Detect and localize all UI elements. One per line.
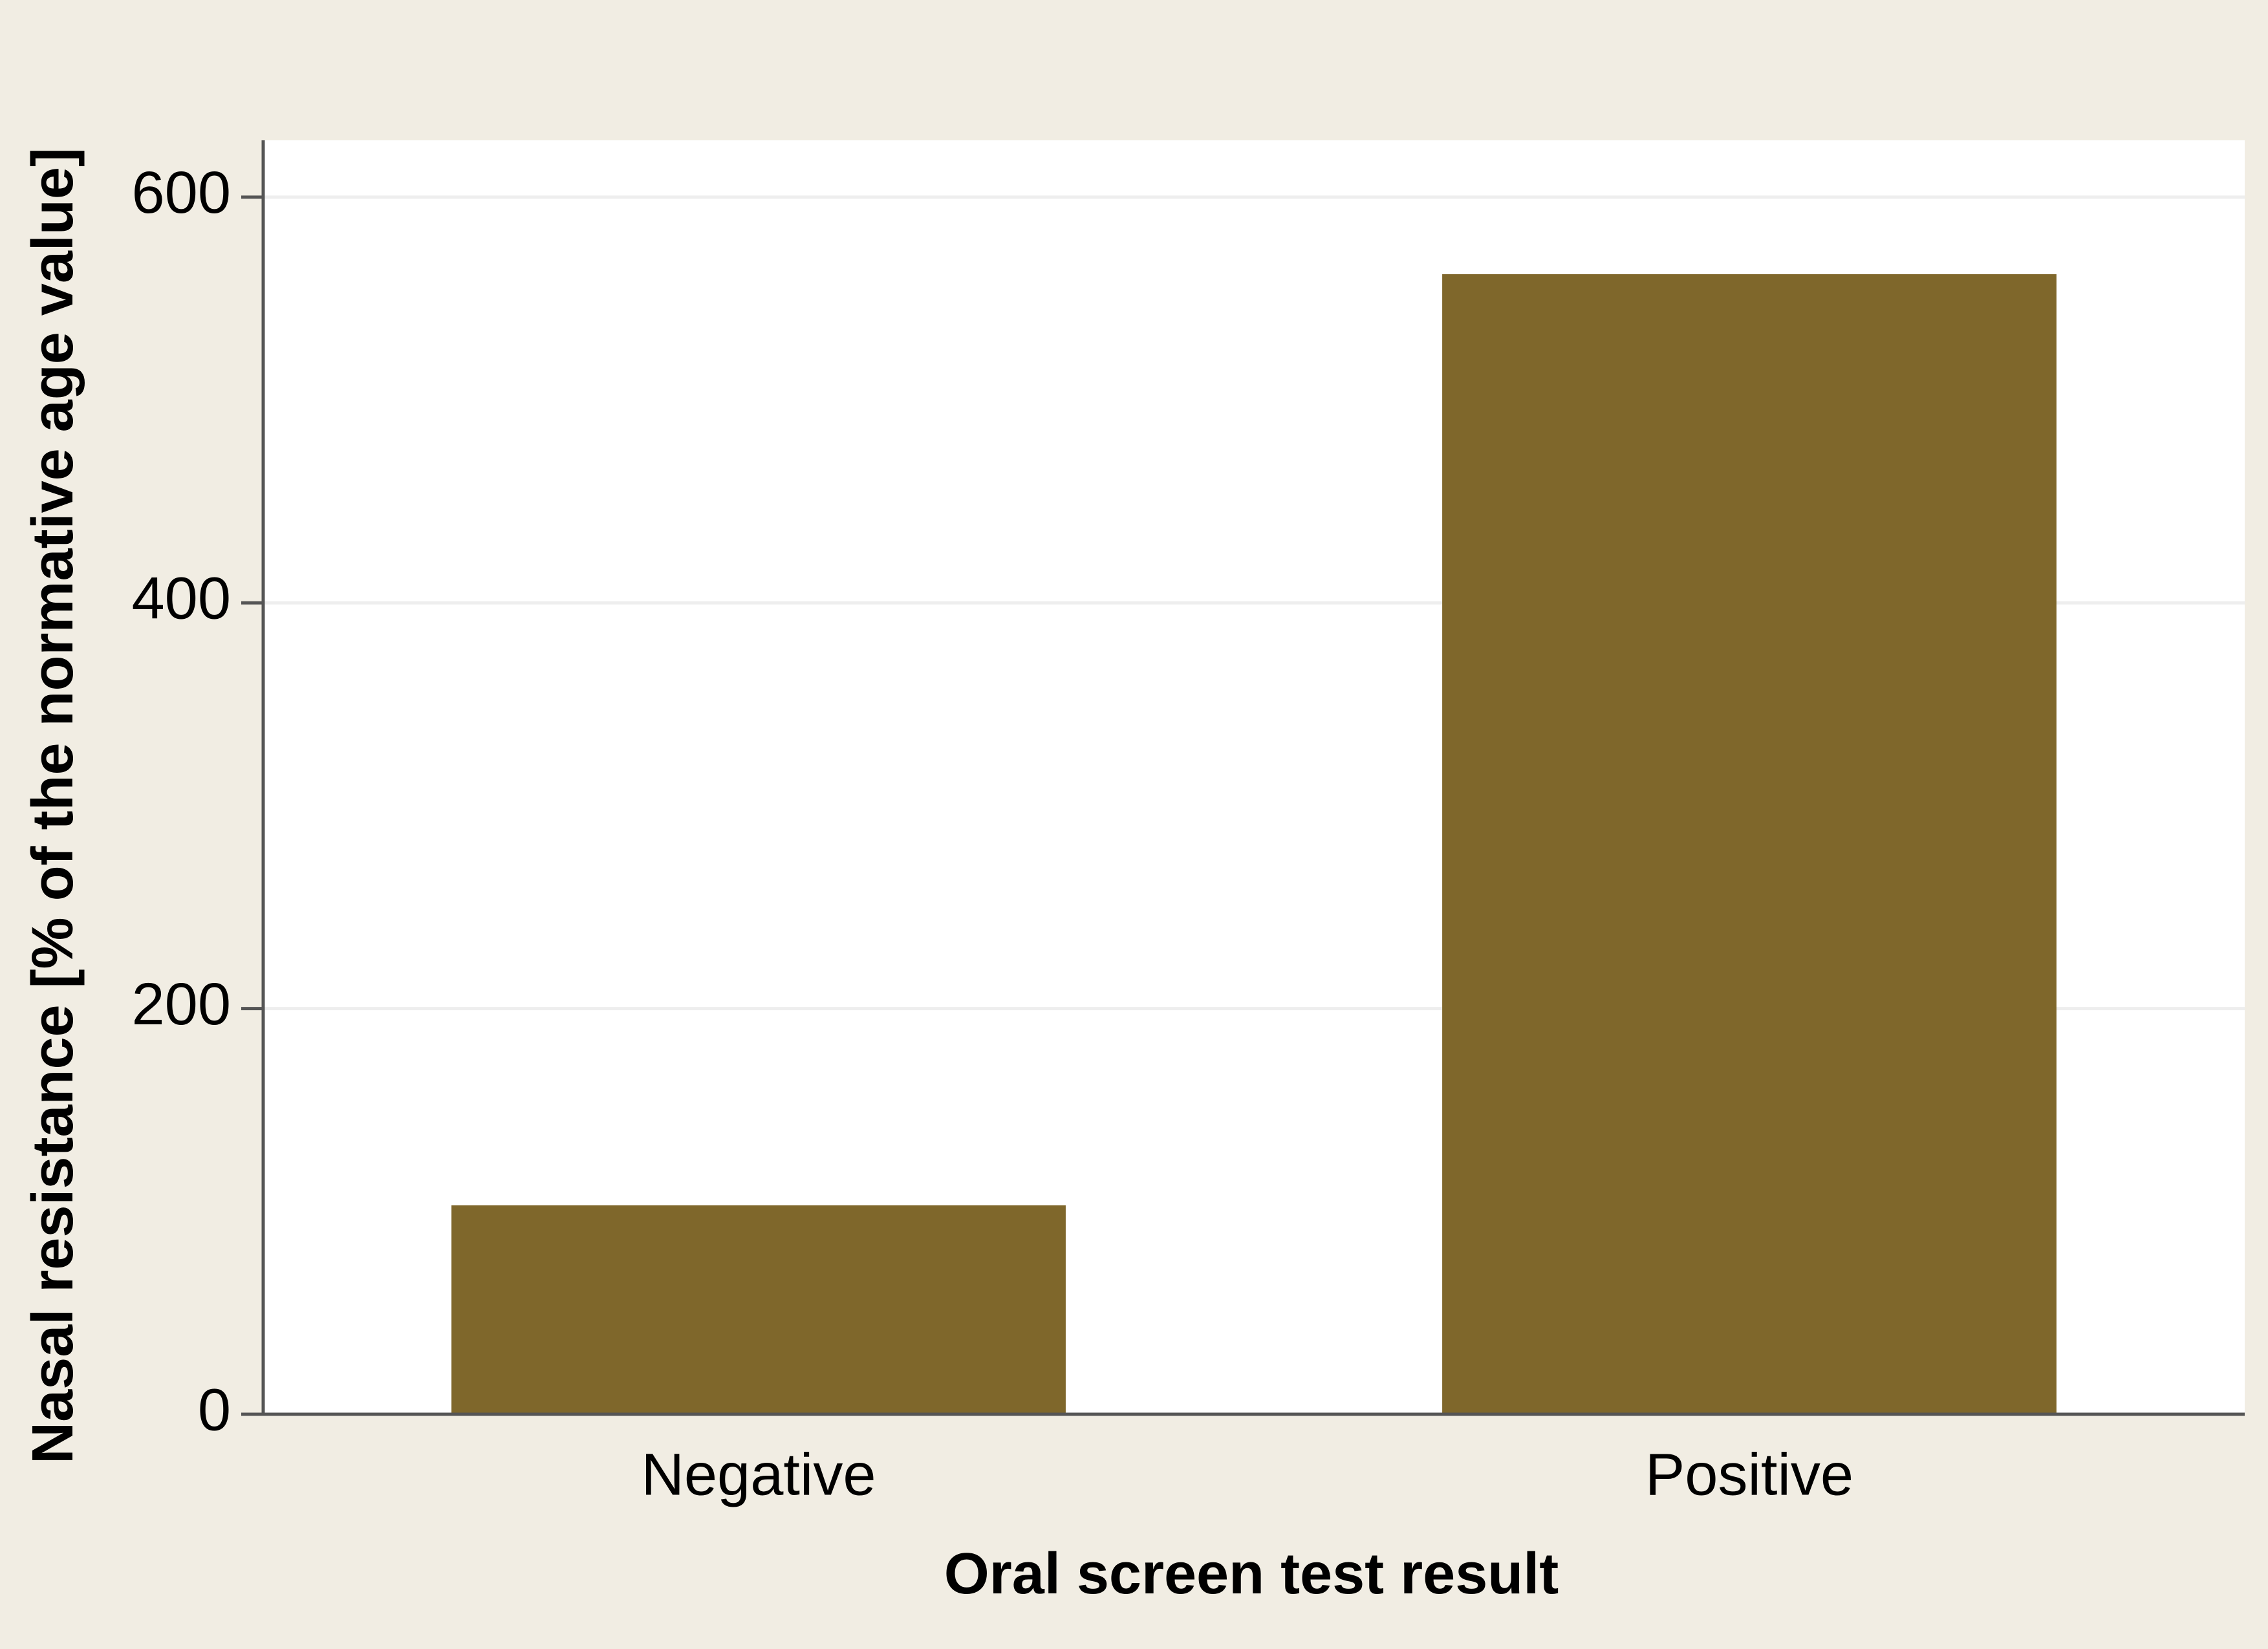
bar	[451, 1205, 1066, 1414]
y-axis-title: Nasal resistance [% of the normative age…	[21, 147, 85, 1464]
x-tick-label: Positive	[1645, 1441, 1853, 1507]
x-tick-label: Negative	[641, 1441, 876, 1507]
x-axis-title: Oral screen test result	[944, 1542, 1559, 1606]
y-tick-label: 600	[132, 160, 232, 226]
y-tick-label: 0	[198, 1377, 231, 1443]
y-tick-label: 200	[132, 971, 232, 1037]
y-tick-label: 400	[132, 566, 232, 632]
bar	[1442, 274, 2057, 1414]
